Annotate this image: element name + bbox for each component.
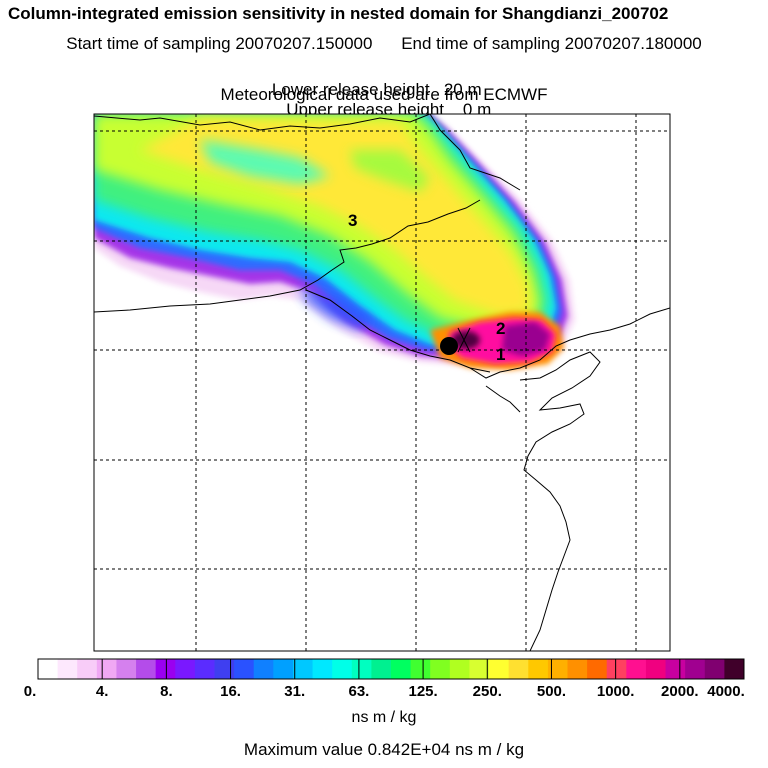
coastline xyxy=(469,307,670,379)
colorbar-segment xyxy=(77,659,98,679)
map-gridlines xyxy=(94,114,670,651)
coastline-peninsula xyxy=(519,351,601,651)
map-frame xyxy=(93,113,671,652)
colorbar-segment xyxy=(410,659,431,679)
colorbar-segment xyxy=(116,659,137,679)
colorbar-segment xyxy=(38,659,59,679)
colorbar-segment xyxy=(508,659,529,679)
colorbar-tick-label: 16. xyxy=(220,683,241,700)
colorbar-segment xyxy=(391,659,412,679)
colorbar-segment xyxy=(567,659,588,679)
colorbar-segment xyxy=(234,659,255,679)
colorbar-tick-label: 250. xyxy=(472,683,502,700)
colorbar-segment xyxy=(292,659,314,679)
colorbar-segment xyxy=(469,659,490,679)
colorbar-tick-label: 4. xyxy=(95,683,109,700)
colorbar-tick-label: 8. xyxy=(160,683,173,700)
colorbar-tick-label: 500. xyxy=(536,683,567,700)
colorbar-segment xyxy=(371,659,392,679)
colorbar-segment xyxy=(194,659,215,679)
colorbar-tick-label: 1000. xyxy=(596,683,635,700)
colorbar-segment xyxy=(547,659,568,679)
map-markers: 1 2 3 xyxy=(348,211,505,364)
marker-label-2: 2 xyxy=(496,319,505,338)
colorbar-segment xyxy=(665,659,686,679)
colorbar xyxy=(37,658,745,680)
colorbar-segment xyxy=(587,659,608,679)
colorbar-segment xyxy=(351,659,372,679)
field-streak-blue xyxy=(300,286,372,330)
colorbar-segment xyxy=(253,659,274,679)
map-title: Column-integrated emission sensitivity i… xyxy=(8,4,669,23)
colorbar-units: ns m / kg xyxy=(351,709,417,726)
marker-label-3: 3 xyxy=(348,211,357,230)
field-streak-cyan xyxy=(200,140,330,184)
field-core-darkest xyxy=(452,331,480,349)
boundary-north xyxy=(94,114,431,131)
colorbar-segment xyxy=(136,659,157,679)
colorbar-tick-label: 63. xyxy=(348,683,370,700)
colorbar-tick-label: 4000. xyxy=(707,683,745,700)
maximum-value-text: Maximum value 0.842E+04 ns m / kg xyxy=(243,740,525,759)
end-time-text: End time of sampling 20070207.180000 xyxy=(401,34,702,53)
colorbar-segment xyxy=(155,659,176,679)
colorbar-segment xyxy=(528,659,549,679)
boundary-northeast xyxy=(429,114,521,191)
field-streak-green xyxy=(350,150,430,192)
colorbar-frame xyxy=(37,658,745,680)
colorbar-segment xyxy=(273,659,294,679)
colorbar-tick-label: 31. xyxy=(284,683,306,700)
colorbar-segment xyxy=(724,659,745,679)
boundaries xyxy=(94,114,670,651)
colorbar-segment xyxy=(626,659,647,679)
colorbar-segment xyxy=(430,659,451,679)
receptor-dot xyxy=(440,337,458,355)
colorbar-segment xyxy=(704,659,725,679)
colorbar-segment xyxy=(312,659,333,679)
boundary-province xyxy=(94,199,481,313)
lower-release-text: Lower release height 20 m xyxy=(271,80,482,99)
colorbar-segment xyxy=(449,659,470,679)
coastline-south xyxy=(485,385,521,413)
sampling-time-line: Start time of sampling 20070207.150000 E… xyxy=(0,34,768,54)
colorbar-segment xyxy=(96,659,117,679)
sensitivity-field xyxy=(94,114,575,370)
colorbar-segment xyxy=(175,659,196,679)
colorbar-segment xyxy=(645,659,667,679)
colorbar-segment xyxy=(214,659,235,679)
colorbar-tick-label: 2000. xyxy=(661,683,699,700)
colorbar-tick-label: 125. xyxy=(408,683,438,700)
met-data-text: Meteorological data used are from ECMWF xyxy=(220,85,548,104)
marker-cross-2 xyxy=(457,327,471,353)
colorbar-segment xyxy=(606,659,627,679)
colorbar-segment xyxy=(57,659,78,679)
colorbar-segment xyxy=(685,659,706,679)
colorbar-segment xyxy=(332,659,353,679)
colorbar-segment xyxy=(489,659,510,679)
boundary-inner xyxy=(305,289,491,373)
marker-label-1: 1 xyxy=(496,345,505,364)
colorbar-tick-label: 0. xyxy=(23,683,37,700)
start-time-text: Start time of sampling 20070207.150000 xyxy=(66,34,373,53)
